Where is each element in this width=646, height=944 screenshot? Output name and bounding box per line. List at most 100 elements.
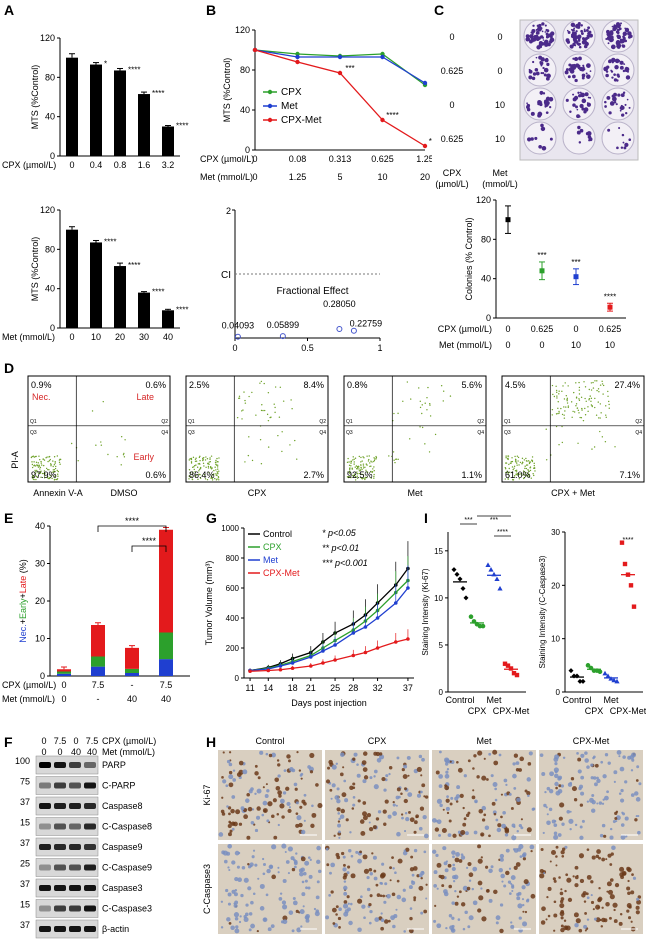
colony xyxy=(570,28,573,31)
cell-nucleus xyxy=(449,802,453,806)
cell-nucleus xyxy=(553,879,557,883)
cell-nucleus xyxy=(503,778,508,783)
flow-event xyxy=(191,478,193,480)
flow-event xyxy=(34,472,37,475)
flow-event xyxy=(585,400,587,402)
cell-nucleus xyxy=(630,793,635,797)
cell-nucleus xyxy=(561,847,566,851)
cell-nucleus xyxy=(602,774,607,779)
cell-nucleus xyxy=(333,834,336,837)
colony xyxy=(544,58,549,63)
blot-band xyxy=(69,782,81,789)
cell-nucleus xyxy=(330,797,333,800)
sig-marker: **** xyxy=(386,111,398,120)
colony xyxy=(621,113,625,117)
cell-nucleus xyxy=(591,794,595,797)
cell-nucleus xyxy=(220,926,224,929)
cell-nucleus xyxy=(305,886,308,890)
x-tick-label: 0 xyxy=(69,332,74,342)
colony xyxy=(575,105,578,109)
flow-event xyxy=(247,454,250,457)
cell-nucleus xyxy=(477,750,483,756)
flow-event xyxy=(605,414,607,416)
colony xyxy=(539,61,542,64)
flow-event xyxy=(35,475,38,478)
flow-event xyxy=(517,456,520,459)
cell-nucleus xyxy=(226,917,231,922)
bar xyxy=(114,266,126,328)
ihc-micrograph xyxy=(539,844,643,934)
x-tick-label: 21 xyxy=(306,683,316,693)
colony xyxy=(604,105,607,108)
flow-event xyxy=(289,444,291,446)
x-tick-label-cpx: 0.313 xyxy=(329,154,352,164)
flow-event xyxy=(244,399,246,402)
cell-nucleus xyxy=(553,831,558,836)
flow-event xyxy=(213,473,215,475)
cell-nucleus xyxy=(433,919,437,923)
blot-band xyxy=(54,885,66,891)
cell-nucleus xyxy=(230,925,235,931)
flow-event xyxy=(199,473,201,476)
cell-nucleus xyxy=(531,807,535,811)
cell-nucleus xyxy=(420,911,424,915)
cell-nucleus xyxy=(456,785,461,790)
flow-event xyxy=(216,466,219,468)
flow-event xyxy=(47,476,49,478)
flow-event xyxy=(349,468,351,470)
cell-nucleus xyxy=(485,889,490,893)
flow-event xyxy=(217,473,219,475)
cell-nucleus xyxy=(352,803,356,807)
flow-event xyxy=(356,468,358,470)
quadrant-q2-value: 5.6% xyxy=(461,380,482,390)
cell-nucleus xyxy=(608,916,612,920)
cell-nucleus xyxy=(457,918,461,921)
cell-nucleus xyxy=(353,752,358,757)
cell-nucleus xyxy=(381,776,386,782)
cell-nucleus xyxy=(566,877,572,883)
cell-nucleus xyxy=(337,820,341,823)
cell-nucleus xyxy=(227,843,233,849)
cell-nucleus xyxy=(331,783,336,788)
cell-nucleus xyxy=(408,928,414,934)
cell-nucleus xyxy=(332,922,336,925)
cell-nucleus xyxy=(601,802,605,805)
gate-label: Q3 xyxy=(504,430,511,436)
cell-nucleus xyxy=(524,789,528,793)
cell-nucleus xyxy=(451,901,455,905)
cell-nucleus xyxy=(555,855,558,858)
cell-nucleus xyxy=(468,915,474,921)
cell-nucleus xyxy=(577,769,582,774)
colony xyxy=(538,40,543,46)
flow-event xyxy=(34,469,36,472)
flow-event xyxy=(592,387,595,389)
flow-event xyxy=(199,455,201,458)
flow-event xyxy=(607,390,609,393)
y-tick-label: 80 xyxy=(481,234,491,244)
x-tick-label: 0 xyxy=(69,160,74,170)
cell-nucleus xyxy=(334,795,340,800)
cell-nucleus xyxy=(493,812,497,816)
colony xyxy=(525,34,530,38)
flow-event xyxy=(53,479,56,481)
data-point xyxy=(597,669,603,675)
cell-nucleus xyxy=(395,804,398,807)
blot-band xyxy=(54,926,66,932)
flow-event xyxy=(566,397,569,400)
flow-event xyxy=(533,462,535,465)
flow-event xyxy=(48,469,50,471)
colony xyxy=(579,128,584,133)
cell-nucleus xyxy=(572,875,575,878)
cell-nucleus xyxy=(419,790,423,794)
cell-nucleus xyxy=(256,788,262,794)
cell-nucleus xyxy=(476,775,480,779)
colony xyxy=(586,63,591,68)
flow-event xyxy=(525,464,528,466)
flow-event xyxy=(358,455,361,458)
flow-event xyxy=(100,444,103,446)
flow-event xyxy=(372,468,374,470)
flow-event xyxy=(527,460,530,462)
cell-nucleus xyxy=(586,848,590,851)
